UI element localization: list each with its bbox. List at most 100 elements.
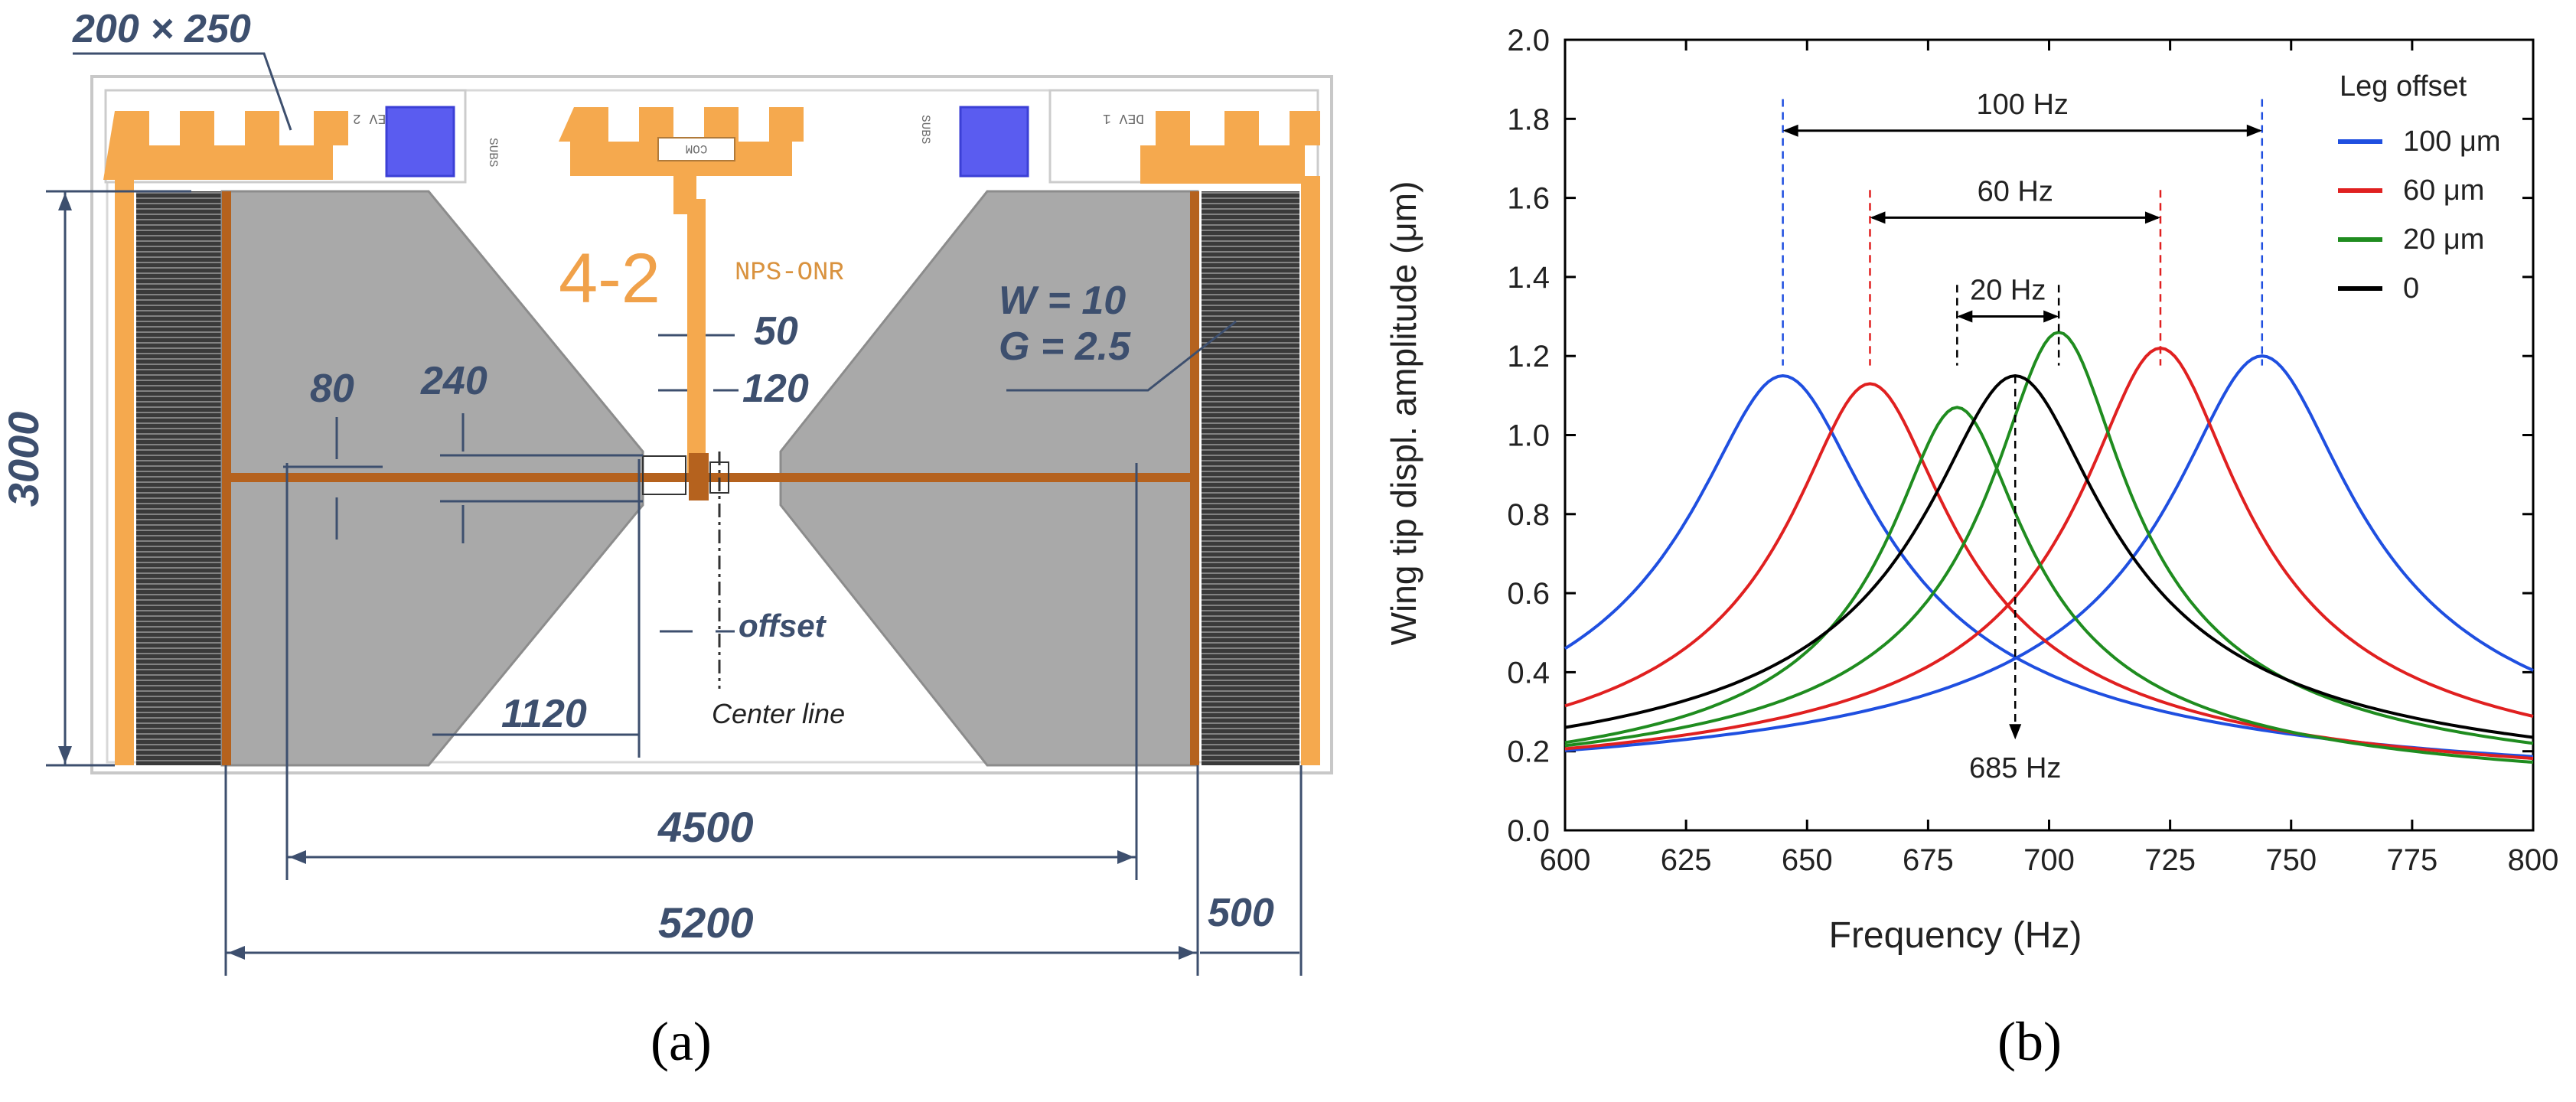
y-tick-label: 1.6: [1507, 182, 1550, 216]
dim-240-lines: [440, 413, 643, 543]
frequency-response-chart: 600 625 650 675 700 725 750 775 800 0.0 0.2 0.4 0.6 0…: [1384, 24, 2558, 956]
dim-1120-lines: [432, 459, 641, 758]
horizontal-beam: [230, 473, 1194, 482]
center-line-label: Center line: [712, 698, 845, 729]
x-tick-label: 700: [2023, 843, 2075, 877]
comb-gap-label: G = 2.5: [999, 324, 1131, 369]
dim-80-label: 80: [310, 367, 354, 411]
annotation-label: 685 Hz: [1969, 752, 2061, 784]
annotation-label: 100 Hz: [1977, 89, 2069, 121]
x-tick-label: 775: [2387, 843, 2438, 877]
panel-b-caption: (b): [1997, 1011, 2062, 1072]
y-axis-label: Wing tip displ. amplitude (μm): [1384, 181, 1423, 646]
curve-0-0: [1564, 373, 2534, 739]
y-tick-label: 1.4: [1507, 261, 1550, 295]
dev-1-label: DEV 1: [1103, 110, 1144, 126]
lab-text: NPS-ONR: [735, 259, 844, 288]
height-dimension-line: [46, 190, 191, 767]
x-tick-label: 750: [2265, 843, 2317, 877]
curve-20-μm-1: [1564, 331, 2534, 748]
dim-4500-arrow-right: [1117, 850, 1134, 864]
dim-5200-lines: [224, 765, 1303, 976]
pad-size-label: 200 × 250: [72, 7, 251, 51]
axis-ticks: 600 625 650 675 700 725 750 775 800 0.0 0.2 0.4 0.6 0…: [1507, 24, 2558, 877]
y-tick-label: 0.4: [1507, 656, 1550, 690]
x-tick-label: 625: [1661, 843, 1712, 877]
curve-60-μm-1: [1564, 346, 2534, 751]
x-tick-label: 675: [1903, 843, 1954, 877]
legend-entry: 60 μm: [2403, 174, 2484, 207]
com-label-box: [657, 137, 735, 161]
com-stem: [687, 199, 706, 474]
annotation-arrow-right: [2246, 124, 2262, 137]
x-tick-label: 600: [1540, 843, 1591, 877]
y-tick-label: 1.2: [1507, 340, 1550, 373]
legend-title: Leg offset: [2340, 70, 2467, 103]
y-tick-label: 0.8: [1507, 498, 1550, 532]
left-vertical-beam: [222, 191, 231, 765]
chart-legend: Leg offset 100 μm 60 μm 20 μm 0: [2338, 70, 2501, 305]
annotation-arrow-right: [2144, 211, 2160, 224]
annotation-arrow-right: [2043, 310, 2059, 323]
y-tick-label: 1.0: [1507, 419, 1550, 453]
y-tick-label: 0.0: [1507, 814, 1550, 848]
curve-100-μm-1: [1564, 354, 2534, 752]
annotation-label: 20 Hz: [1970, 275, 2046, 307]
anchor-box: [642, 455, 686, 495]
left-contact-pad: [103, 111, 348, 765]
legend-entry: 20 μm: [2403, 223, 2484, 256]
dim-240-label: 240: [420, 359, 487, 403]
right-comb-drive: [1202, 191, 1299, 765]
panel-a-caption: (a): [651, 1011, 712, 1072]
dim-5200-label: 5200: [658, 898, 754, 947]
y-tick-label: 0.6: [1507, 577, 1550, 611]
y-tick-label: 1.8: [1507, 103, 1550, 136]
x-tick-label: 650: [1782, 843, 1833, 877]
comb-width-label: W = 10: [999, 279, 1126, 323]
dim-4500-label: 4500: [657, 803, 754, 851]
height-label: 3000: [0, 412, 47, 507]
dim-5200-arrow-left: [228, 946, 245, 960]
annotation-arrow-left: [1870, 211, 1886, 224]
annotation-arrow-down: [2009, 724, 2022, 740]
dim-80-lines: [283, 417, 383, 540]
curve-100-μm-0: [1564, 373, 2534, 758]
height-arrow-bottom: [58, 746, 72, 764]
chart-annotations: 100 Hz 60 Hz 20 Hz 685 Hz: [1782, 89, 2264, 784]
dim-4500-lines: [285, 463, 1138, 880]
dim-120-label: 120: [742, 367, 809, 411]
dim-1120-label: 1120: [501, 692, 587, 736]
dev-2-label: DEV 2: [353, 110, 394, 126]
comb-leader-line: [1006, 320, 1237, 392]
pad-size-leader: [73, 52, 292, 131]
dim-4500-arrow-left: [289, 850, 306, 864]
legend-entry: 100 μm: [2403, 126, 2501, 158]
subs-label-right: SUBS: [918, 115, 932, 144]
left-comb-drive: [136, 191, 222, 765]
subs-pad-right: [959, 106, 1029, 178]
height-arrow-top: [58, 193, 72, 210]
legend-entry: 0: [2403, 272, 2419, 305]
series-curves: [1564, 331, 2534, 764]
dim-5200-arrow-right: [1179, 946, 1195, 960]
dim-500-label: 500: [1208, 891, 1274, 935]
comb-fill: [136, 191, 222, 765]
dim-50-label: 50: [754, 309, 798, 354]
y-tick-label: 0.2: [1507, 735, 1550, 769]
x-tick-label: 800: [2508, 843, 2559, 877]
curve-60-μm-0: [1564, 382, 2534, 761]
device-layout-figure: DEV 2 SUBS COM SUBS DEV 1 4-2 NPS-ONR W …: [0, 7, 1333, 976]
y-tick-label: 2.0: [1507, 24, 1550, 57]
curve-20-μm-0: [1564, 406, 2534, 764]
x-axis-label: Frequency (Hz): [1829, 915, 2082, 956]
comb-fill: [1202, 191, 1299, 765]
offset-label: offset: [739, 608, 827, 644]
annotation-label: 60 Hz: [1978, 175, 2053, 207]
annotation-arrow-left: [1782, 124, 1798, 137]
x-tick-label: 725: [2144, 843, 2196, 877]
annotation-arrow-left: [1957, 310, 1973, 323]
right-contact-pad: [1140, 111, 1320, 765]
device-id: 4-2: [559, 240, 660, 318]
subs-label-left: SUBS: [486, 138, 500, 167]
right-vertical-beam: [1190, 191, 1199, 765]
